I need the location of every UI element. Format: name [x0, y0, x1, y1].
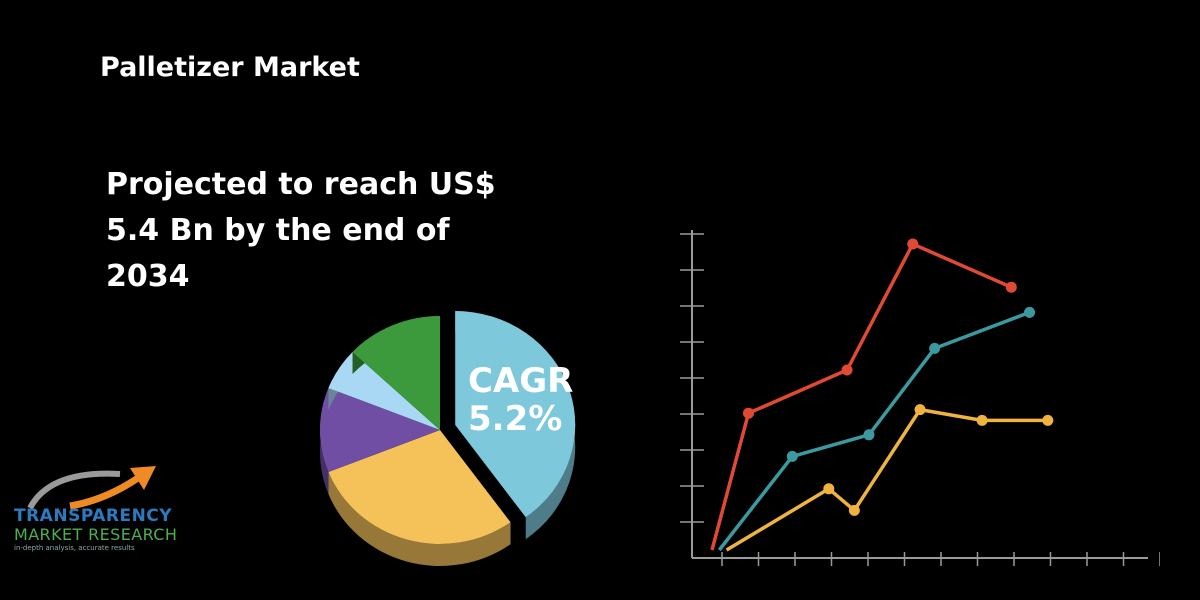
series-2-point: [929, 342, 941, 354]
pie-slice-2: [328, 430, 511, 566]
cagr-title: CAGR: [468, 361, 574, 401]
pie-slice-4: [328, 351, 440, 430]
series-1-point: [743, 407, 754, 419]
series-3-point: [848, 504, 860, 516]
headline-line-1: Projected to reach US$: [106, 167, 496, 202]
logo-line-2: MARKET RESEARCH: [14, 525, 178, 544]
series-3-point: [976, 414, 988, 426]
headline-text: Projected to reach US$ 5.4 Bn by the end…: [106, 162, 536, 300]
series-1-point: [907, 238, 919, 250]
company-logo: TRANSPARENCY MARKET RESEARCH in-depth an…: [14, 506, 204, 552]
series-line-3: [725, 407, 1048, 552]
logo-tagline: in-depth analysis, accurate results: [14, 544, 135, 552]
series-3-point: [1042, 414, 1054, 426]
series-2-point: [786, 450, 798, 462]
pie-slice-1: [455, 311, 576, 540]
series-3-point: [823, 483, 835, 495]
series-2-point: [1024, 306, 1036, 318]
page-title: Palletizer Market: [100, 52, 360, 83]
line-chart: [680, 230, 1160, 566]
pie-slice-3: [320, 388, 440, 494]
cagr-label: CAGR 5.2%: [468, 362, 573, 438]
headline-line-2: 5.4 Bn by the end of: [106, 213, 450, 248]
series-2-point: [863, 429, 875, 441]
series-1-point: [841, 364, 853, 376]
series-1-point: [1005, 281, 1017, 293]
logo-line-1: TRANSPARENCY: [14, 506, 173, 526]
pie-chart: [320, 311, 576, 566]
series-line-2: [717, 310, 1031, 552]
series-3-point: [914, 404, 926, 416]
pie-slice-5: [352, 316, 440, 430]
cagr-value: 5.2%: [468, 399, 563, 439]
headline-line-3: 2034: [106, 259, 190, 294]
logo-arrow-icon: [27, 466, 156, 510]
